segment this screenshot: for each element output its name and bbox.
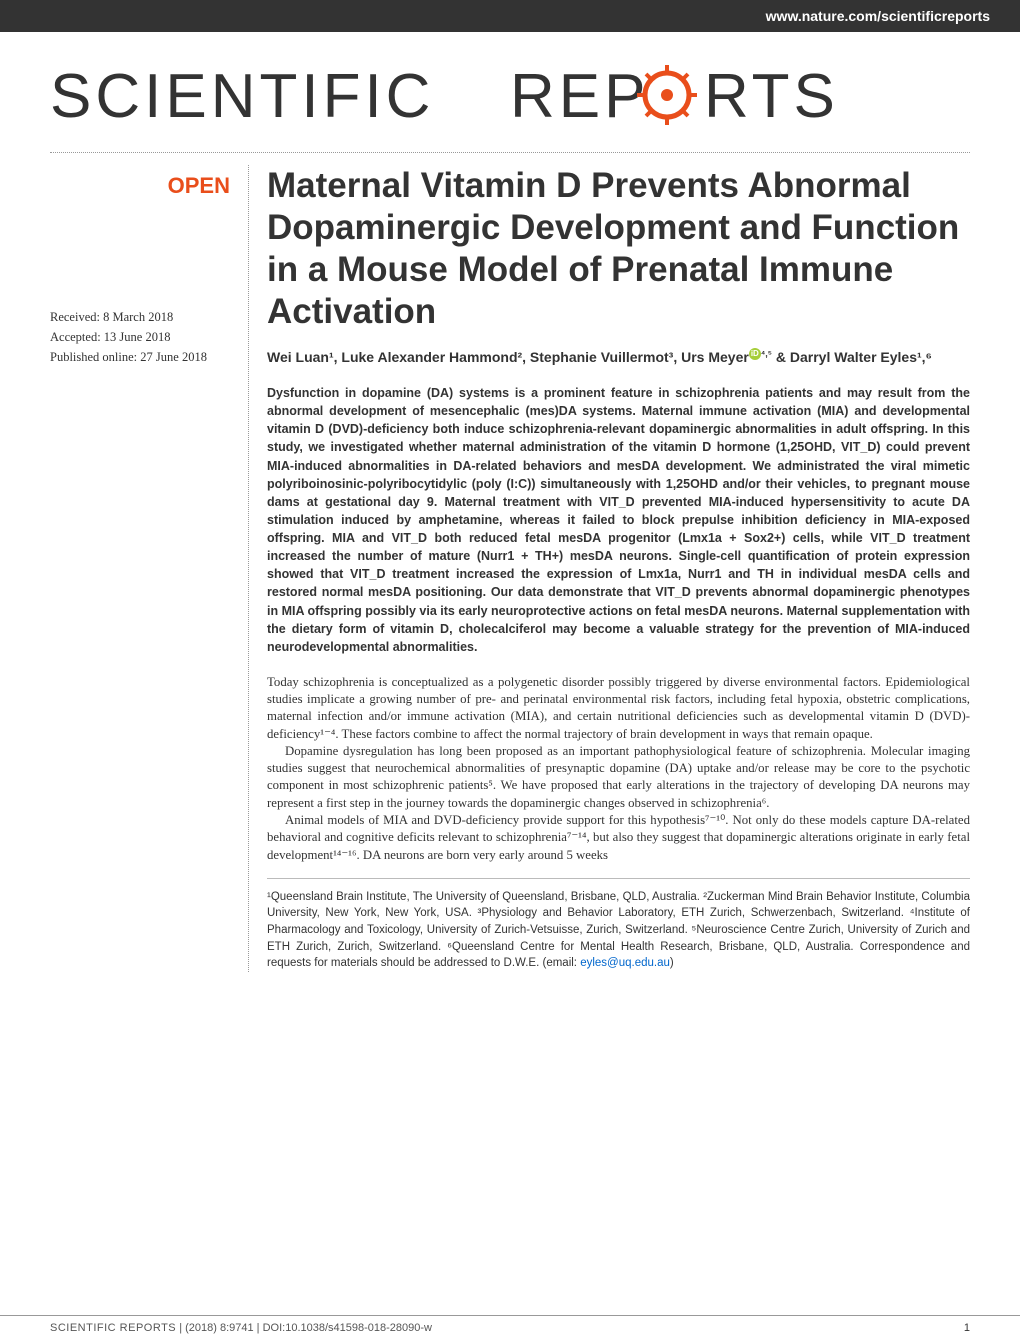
date-published: Published online: 27 June 2018: [50, 347, 230, 367]
body-paragraph-1: Today schizophrenia is conceptualized as…: [267, 674, 970, 743]
site-url[interactable]: www.nature.com/scientificreports: [766, 8, 990, 24]
author-aff-meyer: ⁴,⁵: [761, 348, 772, 358]
publication-dates: Received: 8 March 2018 Accepted: 13 June…: [50, 307, 230, 367]
svg-text:SCIENTIFIC: SCIENTIFIC: [50, 62, 434, 131]
svg-text:RTS: RTS: [704, 62, 839, 131]
footer-citation: SCIENTIFIC REPORTS | (2018) 8:9741 | DOI…: [50, 1322, 432, 1334]
date-received: Received: 8 March 2018: [50, 307, 230, 327]
right-column: Maternal Vitamin D Prevents Abnormal Dop…: [248, 165, 970, 972]
divider-affiliations: [267, 878, 970, 879]
authors-part2: & Darryl Walter Eyles¹,⁶: [772, 349, 932, 365]
page-footer: SCIENTIFIC REPORTS | (2018) 8:9741 | DOI…: [0, 1315, 1020, 1340]
footer-citation-text: | (2018) 8:9741 | DOI:10.1038/s41598-018…: [176, 1322, 432, 1334]
site-header: www.nature.com/scientificreports: [0, 0, 1020, 32]
left-column: OPEN Received: 8 March 2018 Accepted: 13…: [50, 165, 230, 972]
body-paragraph-2: Dopamine dysregulation has long been pro…: [267, 743, 970, 812]
body-text: Today schizophrenia is conceptualized as…: [267, 674, 970, 864]
footer-journal: SCIENTIFIC REPORTS: [50, 1322, 176, 1334]
svg-text:REP: REP: [510, 62, 649, 131]
content-area: OPEN Received: 8 March 2018 Accepted: 13…: [0, 165, 1020, 972]
authors: Wei Luan¹, Luke Alexander Hammond², Step…: [267, 347, 970, 368]
orcid-icon[interactable]: iD: [749, 348, 761, 360]
correspondence-email[interactable]: eyles@uq.edu.au: [580, 957, 670, 969]
journal-logo: SCIENTIFIC REP RTS: [0, 32, 1020, 152]
abstract: Dysfunction in dopamine (DA) systems is …: [267, 384, 970, 656]
scientific-reports-logo: SCIENTIFIC REP RTS: [50, 57, 970, 137]
affiliations: ¹Queensland Brain Institute, The Univers…: [267, 889, 970, 972]
affiliations-tail: ): [670, 957, 674, 969]
open-access-badge: OPEN: [50, 173, 230, 199]
body-paragraph-3: Animal models of MIA and DVD-deficiency …: [267, 812, 970, 864]
page-number: 1: [964, 1322, 970, 1334]
divider-top: [50, 152, 970, 153]
article-title: Maternal Vitamin D Prevents Abnormal Dop…: [267, 165, 970, 333]
authors-part1: Wei Luan¹, Luke Alexander Hammond², Step…: [267, 349, 749, 365]
date-accepted: Accepted: 13 June 2018: [50, 327, 230, 347]
